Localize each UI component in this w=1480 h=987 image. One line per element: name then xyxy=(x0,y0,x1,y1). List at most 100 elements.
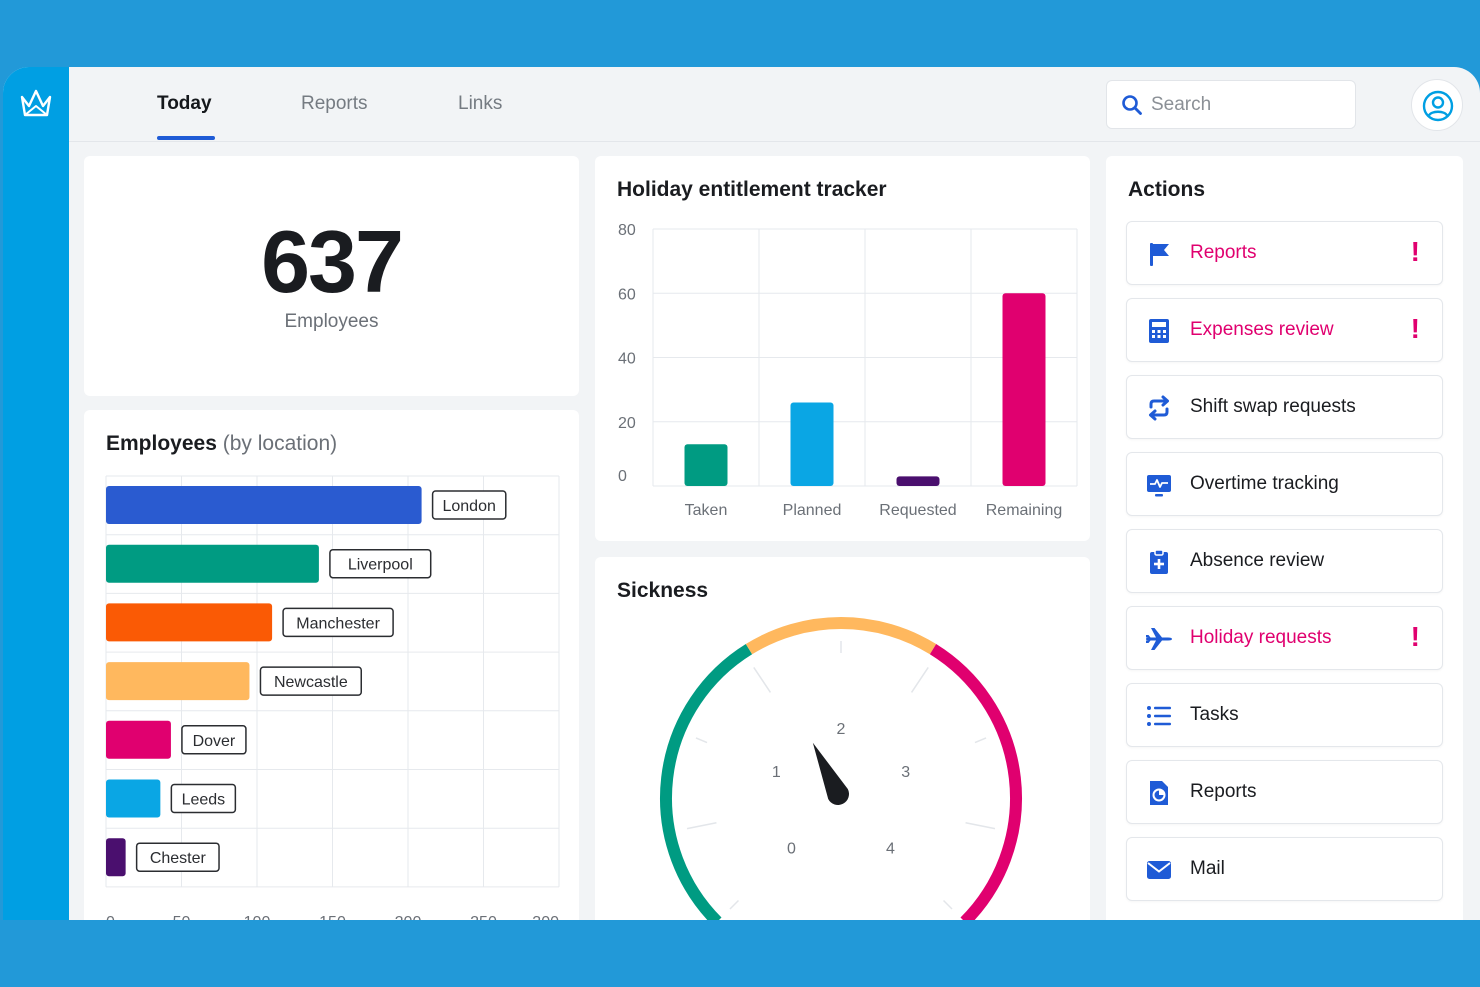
location-label-box xyxy=(170,783,237,814)
location-label: Chester xyxy=(150,850,207,867)
gauge-tick xyxy=(686,822,717,830)
active-tab-indicator xyxy=(157,136,215,140)
employee-count-value: 637 xyxy=(261,212,404,311)
sidebar-rail xyxy=(3,67,69,920)
holiday-tracker-card: Holiday entitlement tracker 0 20 40 60 80 Tak… xyxy=(595,156,1090,541)
location-label-box xyxy=(181,725,247,755)
action-shift-swap-requests[interactable]: Shift swap requests xyxy=(1126,375,1443,439)
monitor-pulse-icon xyxy=(1147,475,1171,497)
location-label-box xyxy=(135,842,220,872)
x-tick-label: 200 xyxy=(395,914,422,920)
x-tick-label: Taken xyxy=(685,502,728,519)
location-label: London xyxy=(442,498,495,515)
alert-badge: ! xyxy=(1410,621,1420,652)
gauge-tick-label: 2 xyxy=(837,721,846,738)
tab-links[interactable]: Links xyxy=(458,93,503,114)
search-input[interactable] xyxy=(1151,90,1341,120)
action-expenses-review[interactable]: Expenses review ! xyxy=(1126,298,1443,362)
y-tick-label: 40 xyxy=(618,351,636,368)
employee-count-card: 637 Employees xyxy=(84,156,579,396)
action-label: Overtime tracking xyxy=(1190,473,1339,494)
location-label-box xyxy=(282,607,394,638)
action-reports-alert[interactable]: Reports ! xyxy=(1126,221,1443,285)
employees-location-title-main: Employees xyxy=(106,432,217,455)
location-label: Newcastle xyxy=(274,674,348,691)
sickness-gauge: 0 1 2 3 4 xyxy=(660,617,1022,920)
tab-reports[interactable]: Reports xyxy=(301,93,368,114)
calculator-icon xyxy=(1149,319,1169,343)
flag-icon xyxy=(1150,243,1169,266)
gauge-tick xyxy=(974,737,987,744)
location-label: Dover xyxy=(193,733,236,750)
holiday-bar xyxy=(684,444,728,486)
x-tick-label: Planned xyxy=(783,502,842,519)
alert-badge: ! xyxy=(1410,313,1420,344)
action-label: Holiday requests xyxy=(1190,627,1332,648)
x-tick-label: 0 xyxy=(106,914,115,920)
gauge-band-medium xyxy=(745,617,937,655)
action-mail[interactable]: Mail xyxy=(1126,837,1443,901)
action-label: Mail xyxy=(1190,858,1225,879)
list-icon xyxy=(1147,706,1171,726)
location-label-box xyxy=(259,666,362,696)
gauge-tick-label: 3 xyxy=(901,764,910,781)
action-label: Absence review xyxy=(1190,550,1325,571)
action-label: Reports xyxy=(1190,781,1257,802)
action-tasks[interactable]: Tasks xyxy=(1126,683,1443,747)
y-tick-label: 80 xyxy=(618,222,636,239)
mail-icon xyxy=(1147,861,1171,879)
sickness-card: Sickness 0 1 2 3 4 xyxy=(595,557,1090,920)
x-tick-label: 250 xyxy=(470,914,497,920)
x-tick-label: Remaining xyxy=(986,502,1062,519)
employees-location-title: Employees (by location) xyxy=(106,432,337,456)
tab-today[interactable]: Today xyxy=(157,93,212,114)
action-reports[interactable]: Reports xyxy=(1126,760,1443,824)
action-label: Expenses review xyxy=(1190,319,1334,340)
gauge-band-high xyxy=(929,644,1022,920)
gauge-needle xyxy=(812,742,850,806)
location-label: Leeds xyxy=(182,792,226,809)
gauge-tick xyxy=(965,822,996,830)
clipboard-plus-icon xyxy=(1150,549,1168,574)
action-absence-review[interactable]: Absence review xyxy=(1126,529,1443,593)
x-tick-label: Requested xyxy=(879,502,956,519)
crown-logo-icon[interactable] xyxy=(18,87,54,121)
x-tick-label: 300 xyxy=(532,914,559,920)
action-label: Tasks xyxy=(1190,704,1239,725)
x-tick-label: 50 xyxy=(173,914,191,920)
top-navigation: Today Reports Links xyxy=(69,67,1480,142)
gauge-tick xyxy=(729,900,739,910)
action-label: Reports xyxy=(1190,242,1257,263)
location-bar xyxy=(106,838,126,877)
employees-location-title-sub: (by location) xyxy=(222,432,338,455)
actions-card: Actions Reports ! Expenses review ! xyxy=(1106,156,1463,920)
gauge-tick xyxy=(910,667,929,693)
location-bar xyxy=(106,603,273,642)
gauge-tick xyxy=(943,900,953,910)
report-doc-icon xyxy=(1150,781,1168,805)
y-tick-label: 0 xyxy=(618,468,627,485)
holiday-bar xyxy=(790,402,834,486)
employees-by-location-card: Employees (by location) London Liverpool M… xyxy=(84,410,579,920)
action-holiday-requests[interactable]: Holiday requests ! xyxy=(1126,606,1443,670)
location-label-box xyxy=(431,490,507,520)
location-bar xyxy=(106,662,250,701)
search-box[interactable] xyxy=(1106,80,1356,129)
gauge-tick-label: 1 xyxy=(772,764,781,781)
holiday-bar-chart: 0 20 40 60 80 Taken Planned Requested Remaining xyxy=(618,222,1078,519)
location-bar-chart: London Liverpool Manchester Newcastle Dover L… xyxy=(105,475,560,920)
holiday-tracker-title: Holiday entitlement tracker xyxy=(617,178,887,201)
app-window: Today Reports Links 637 Employees Employ… xyxy=(3,67,1480,920)
x-tick-label: 100 xyxy=(244,914,271,920)
action-label: Shift swap requests xyxy=(1190,396,1356,417)
user-circle-icon xyxy=(1422,90,1454,122)
sickness-title: Sickness xyxy=(617,579,709,602)
user-avatar-button[interactable] xyxy=(1411,79,1463,131)
y-tick-label: 20 xyxy=(618,415,636,432)
y-tick-label: 60 xyxy=(618,286,636,303)
search-icon xyxy=(1122,95,1142,115)
action-overtime-tracking[interactable]: Overtime tracking xyxy=(1126,452,1443,516)
location-label-box xyxy=(329,548,432,579)
gauge-tick-label: 4 xyxy=(886,840,895,857)
gauge-band-low xyxy=(660,644,753,920)
